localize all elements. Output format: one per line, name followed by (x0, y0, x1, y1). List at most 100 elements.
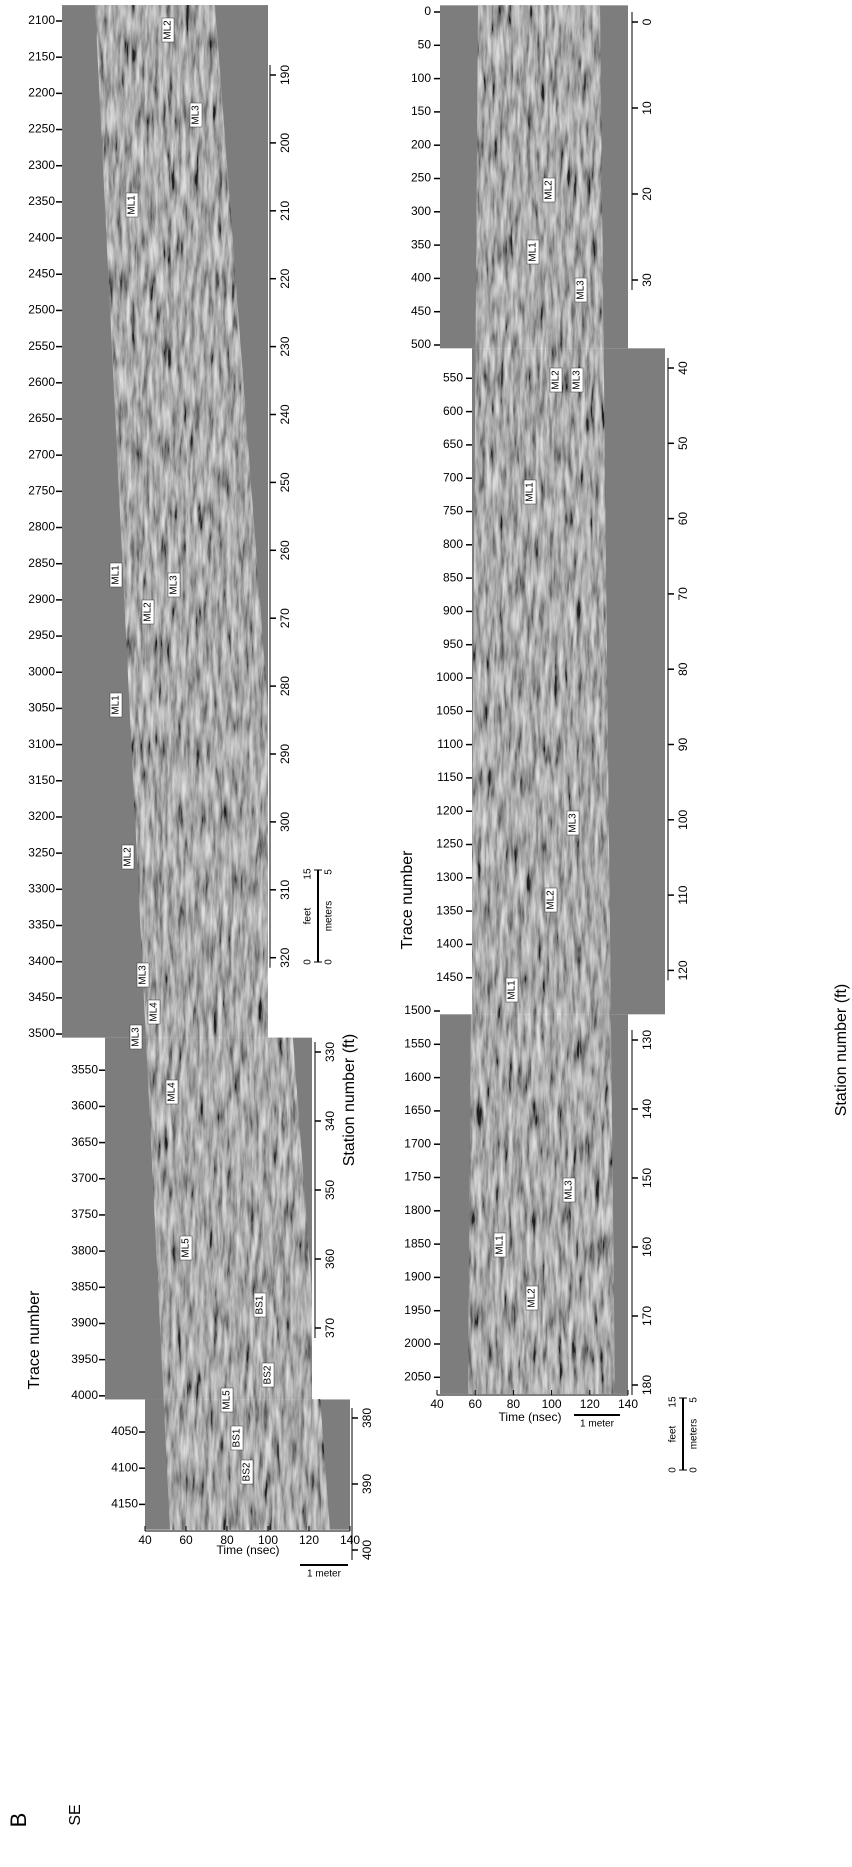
trace-tick-label: 900 (443, 604, 463, 618)
layer-label: BS2 (241, 1460, 253, 1484)
trace-tick-label: 2450 (28, 266, 55, 280)
station-tick-label: 180 (640, 1375, 654, 1395)
trace-tick-label: 3450 (28, 990, 55, 1004)
trace-tick-label: 2300 (28, 158, 55, 172)
layer-label: ML3 (168, 573, 180, 597)
trace-tick-label: 400 (411, 271, 431, 285)
scale-label: 0 (303, 959, 314, 965)
trace-tick-label: 150 (411, 104, 431, 118)
station-tick-label: 30 (640, 273, 654, 287)
trace-tick-label: 1350 (436, 903, 463, 917)
trace-tick-label: 1450 (436, 970, 463, 984)
layer-label: ML5 (221, 1388, 233, 1412)
layer-label-text: ML1 (111, 565, 122, 585)
layer-label: BS1 (254, 1293, 266, 1317)
station-tick-label: 350 (323, 1180, 337, 1200)
trace-tick-label: 850 (443, 570, 463, 584)
trace-tick-label: 1200 (436, 803, 463, 817)
station-tick-label: 260 (278, 540, 292, 560)
trace-tick-label: 1650 (404, 1103, 431, 1117)
station-tick-label: 360 (323, 1249, 337, 1269)
trace-tick-label: 2500 (28, 303, 55, 317)
trace-tick-label: 1000 (436, 670, 463, 684)
layer-label-text: BS2 (263, 1365, 274, 1384)
layer-label: BS2 (262, 1363, 274, 1387)
layer-label: ML2 (545, 888, 557, 912)
station-tick-label: 120 (676, 960, 690, 980)
station-tick-label: 190 (278, 65, 292, 85)
layer-label: ML1 (494, 1233, 506, 1257)
station-tick-label: 50 (676, 436, 690, 450)
time-tick-label: 40 (430, 1397, 444, 1411)
trace-tick-label: 750 (443, 504, 463, 518)
layer-label: ML1 (110, 563, 122, 587)
trace-tick-label: 1800 (404, 1203, 431, 1217)
layer-label: ML3 (137, 963, 149, 987)
station-tick-label: 70 (676, 587, 690, 601)
trace-tick-label: 2650 (28, 411, 55, 425)
station-tick-label: 230 (278, 336, 292, 356)
layer-label: ML3 (563, 1178, 575, 1202)
station-tick-label: 300 (278, 812, 292, 832)
station-tick-label: 160 (640, 1237, 654, 1257)
layer-label: ML2 (543, 178, 555, 202)
scale-label: feet (668, 1425, 679, 1442)
trace-tick-label: 1300 (436, 870, 463, 884)
trace-tick-label: 3950 (71, 1352, 98, 1366)
trace-tick-label: 3800 (71, 1243, 98, 1257)
layer-label-text: ML1 (507, 980, 518, 1000)
layer-label-text: ML3 (572, 370, 583, 390)
layer-label: ML3 (130, 1025, 142, 1049)
layer-label: ML1 (527, 240, 539, 264)
trace-tick-label: 200 (411, 137, 431, 151)
station-tick-label: 110 (676, 885, 690, 904)
station-tick-label: 170 (640, 1306, 654, 1326)
time-tick-label: 140 (340, 1533, 360, 1547)
trace-axis-label: Trace number (26, 1290, 43, 1390)
layer-label: ML3 (575, 278, 587, 302)
trace-tick-label: 800 (443, 537, 463, 551)
trace-tick-label: 4100 (111, 1460, 138, 1474)
trace-tick-label: 1400 (436, 937, 463, 951)
layer-label-text: ML1 (528, 242, 539, 262)
layer-label-text: ML4 (149, 1002, 160, 1022)
time-scale-label: 1 meter (307, 1569, 342, 1580)
layer-label: ML3 (567, 811, 579, 835)
station-tick-label: 240 (278, 404, 292, 424)
station-tick-label: 280 (278, 676, 292, 696)
station-tick-label: 200 (278, 133, 292, 153)
trace-tick-label: 4150 (111, 1497, 138, 1511)
station-tick-label: 150 (640, 1168, 654, 1188)
trace-tick-label: 3500 (28, 1026, 55, 1040)
layer-label-text: ML2 (123, 847, 134, 867)
layer-label: ML2 (526, 1286, 538, 1310)
trace-tick-label: 1600 (404, 1070, 431, 1084)
trace-tick-label: 2200 (28, 86, 55, 100)
layer-label: ML4 (148, 1000, 160, 1024)
station-tick-label: 330 (323, 1042, 337, 1062)
time-tick-label: 140 (618, 1397, 638, 1411)
layer-label-text: ML1 (127, 195, 138, 215)
scale-label: feet (303, 907, 314, 924)
layer-label: ML3 (190, 103, 202, 127)
trace-tick-label: 0 (424, 4, 431, 18)
trace-tick-label: 1850 (404, 1236, 431, 1250)
station-tick-label: 210 (278, 200, 292, 220)
trace-tick-label: 350 (411, 237, 431, 251)
figure: 2100215022002250230023502400245025002550… (0, 0, 852, 1862)
trace-tick-label: 2550 (28, 339, 55, 353)
trace-tick-label: 1250 (436, 837, 463, 851)
trace-tick-label: 3850 (71, 1279, 98, 1293)
trace-tick-label: 2000 (404, 1336, 431, 1350)
time-scale-label: 1 meter (580, 1419, 615, 1430)
station-tick-label: 60 (676, 512, 690, 526)
layer-label-text: BS1 (255, 1295, 266, 1314)
trace-tick-label: 50 (418, 37, 432, 51)
layer-label-text: ML1 (525, 482, 536, 502)
station-tick-label: 270 (278, 608, 292, 628)
scale-label: 15 (303, 868, 314, 880)
trace-tick-label: 3250 (28, 845, 55, 859)
trace-tick-label: 3400 (28, 954, 55, 968)
trace-tick-label: 950 (443, 637, 463, 651)
side-label: SE (67, 1804, 84, 1825)
